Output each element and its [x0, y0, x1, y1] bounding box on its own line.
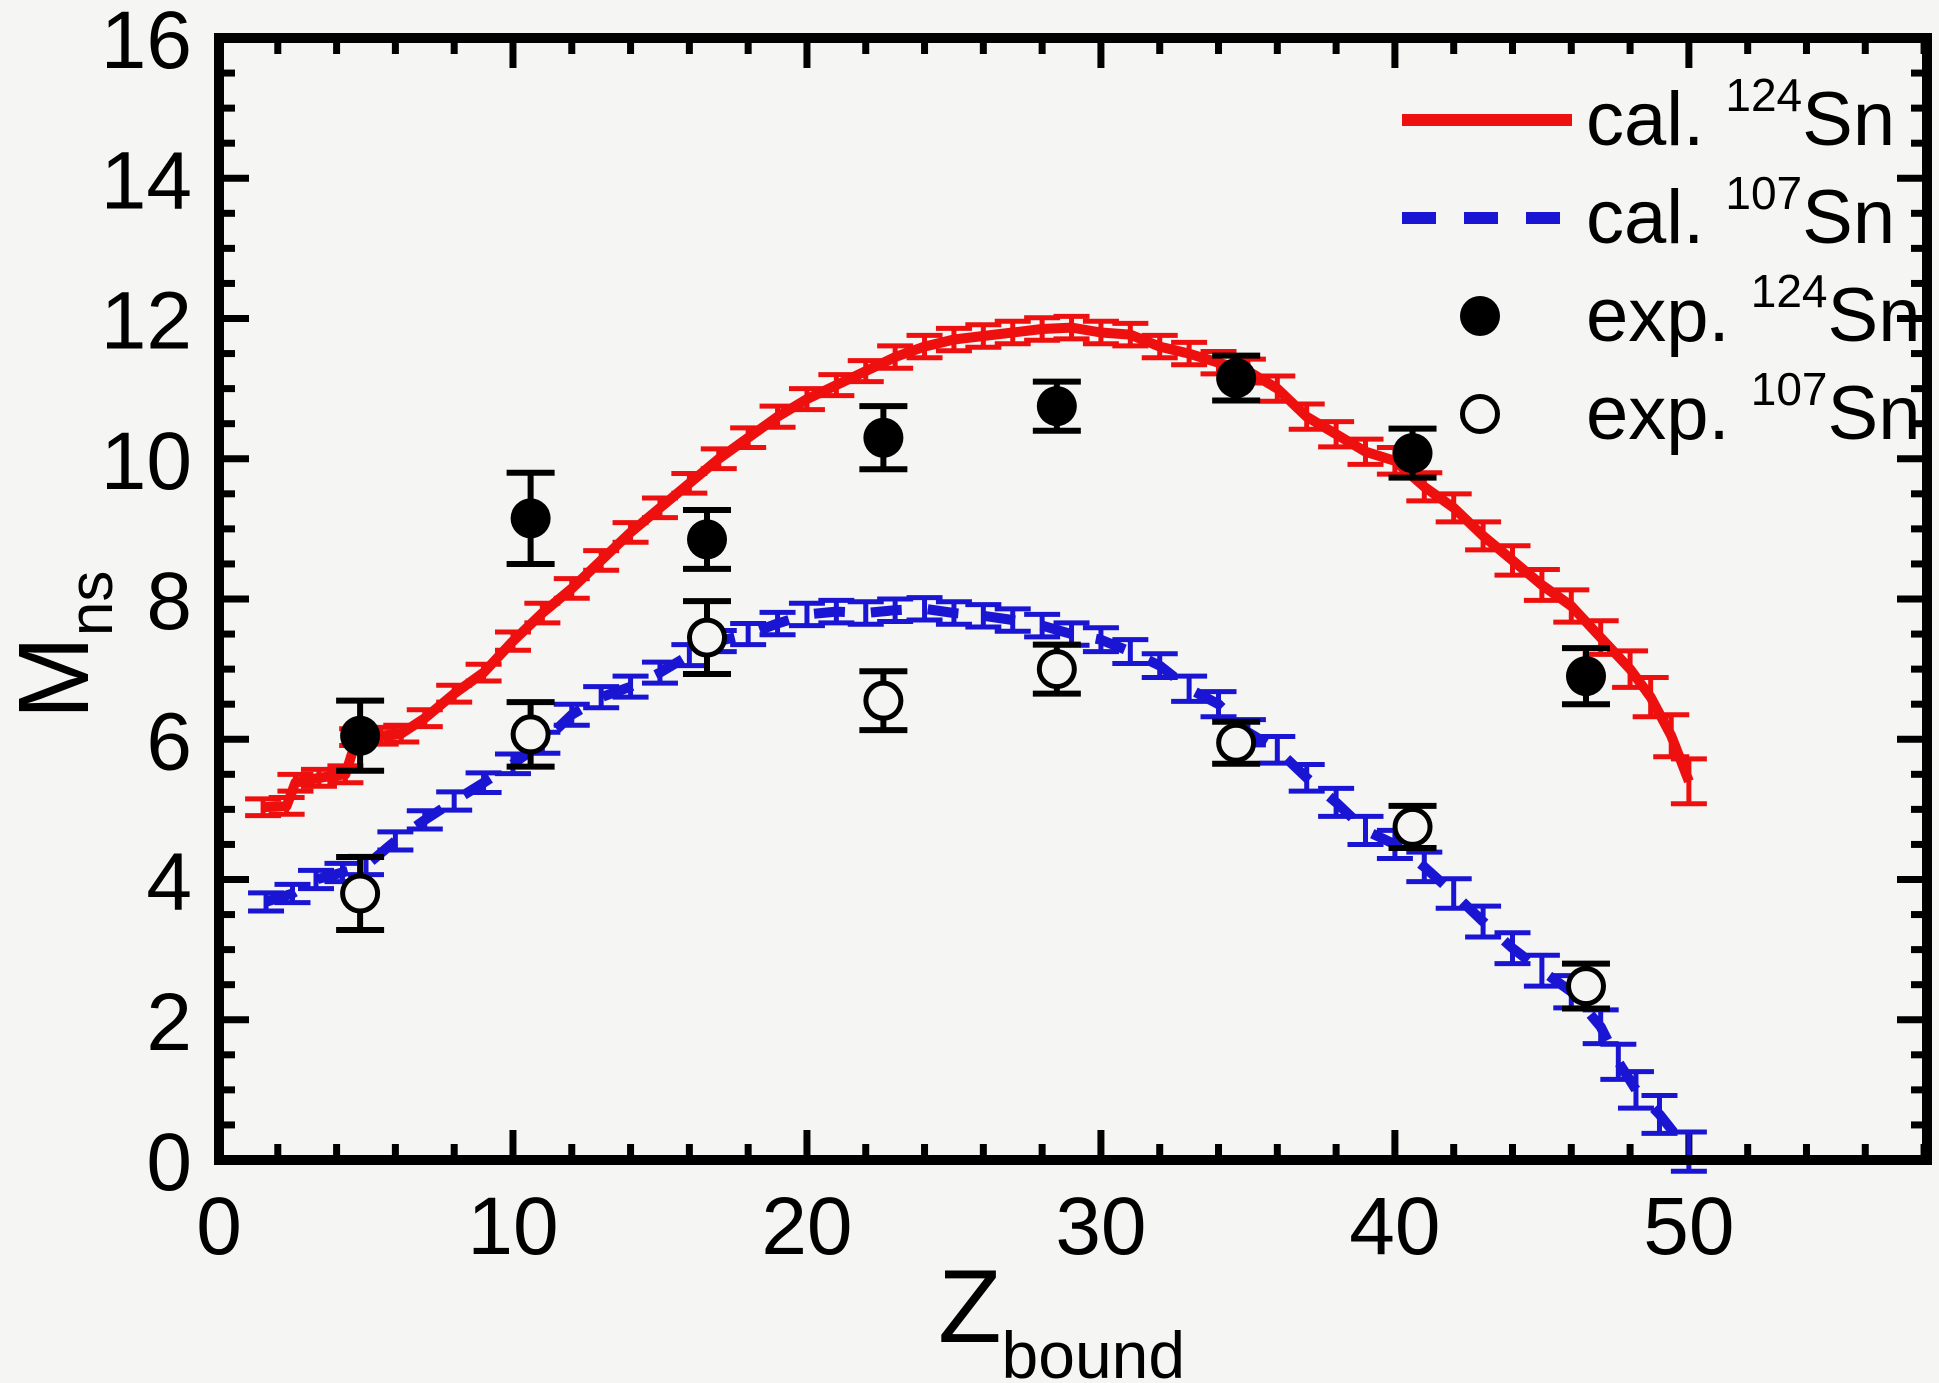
y-axis-label-subscript: ns: [57, 571, 126, 636]
y-tick-labels: 0 2 4 6 8 10 12 14 16: [101, 0, 192, 1208]
legend-label-element: Sn: [1828, 273, 1921, 358]
y-tick-label: 2: [146, 977, 192, 1068]
data-point-filled-circle: [510, 498, 551, 539]
data-point-open-circle: [340, 873, 381, 914]
y-tick-label: 4: [146, 837, 192, 928]
y-tick-label: 12: [101, 276, 192, 367]
legend-entry-cal.-124sn: cal. 124Sn: [1402, 69, 1895, 162]
data-point-open-circle: [1565, 966, 1606, 1007]
data-point-open-circle: [687, 617, 727, 658]
legend-entry-exp.-107sn: exp. 107Sn: [1460, 363, 1920, 456]
y-tick-label: 0: [146, 1117, 192, 1208]
legend-label: exp. 107Sn: [1586, 363, 1920, 456]
y-tick-label: 10: [101, 416, 192, 507]
legend-label-superscript: 124: [1751, 265, 1828, 317]
data-point-filled-circle: [687, 519, 727, 560]
legend-label-element: Sn: [1802, 175, 1895, 260]
legend-filled-circle-swatch: [1460, 296, 1500, 336]
y-tick-label: 6: [146, 696, 192, 787]
exp-107sn-points: [336, 598, 1610, 1012]
cal-124sn-curve: [245, 313, 1707, 819]
legend-label-superscript: 107: [1725, 167, 1802, 219]
x-tick-label: 50: [1643, 1181, 1734, 1272]
exp-107sn-points-error-bars: [336, 598, 1610, 1012]
exp-124sn-points: [336, 352, 1610, 774]
x-tick-label: 30: [1055, 1181, 1146, 1272]
data-point-filled-circle: [340, 715, 381, 756]
legend-label-superscript: 124: [1725, 69, 1802, 121]
legend-open-circle-swatch: [1460, 394, 1500, 434]
y-tick-label: 14: [101, 135, 192, 226]
data-point-filled-circle: [1565, 656, 1606, 697]
x-tick-label: 0: [196, 1181, 242, 1272]
data-point-filled-circle: [863, 417, 904, 458]
cal-107sn-curve-line: [264, 603, 1693, 1155]
plot-frame: [214, 33, 1932, 1165]
y-axis-label: Mns: [0, 571, 126, 720]
cal-124sn-curve-line: [262, 322, 1694, 813]
data-point-filled-circle: [1216, 358, 1257, 399]
data-point-filled-circle: [1036, 386, 1077, 427]
y-tick-label: 16: [101, 0, 192, 86]
data-point-open-circle: [863, 680, 904, 721]
legend-label-element: Sn: [1802, 77, 1895, 162]
x-tick-labels: 0 10 20 30 40 50: [196, 1181, 1734, 1272]
y-tick-label: 8: [146, 556, 192, 647]
data-point-filled-circle: [1392, 433, 1433, 474]
x-tick-label: 40: [1349, 1181, 1440, 1272]
data-point-open-circle: [510, 714, 551, 755]
x-axis-label-subscript: bound: [1002, 1318, 1186, 1383]
data-point-open-circle: [1216, 722, 1257, 763]
data-point-open-circle: [1036, 649, 1077, 690]
legend-label-superscript: 107: [1751, 363, 1828, 415]
x-tick-label: 10: [467, 1181, 558, 1272]
data-point-open-circle: [1392, 806, 1433, 847]
legend-label-element: Sn: [1828, 371, 1921, 456]
cal-124sn-curve-error-bars: [245, 313, 1707, 819]
x-tick-label: 20: [761, 1181, 852, 1272]
